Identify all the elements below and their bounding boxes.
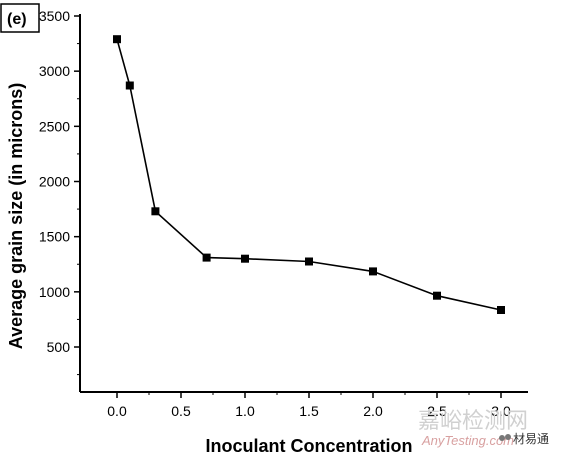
data-point xyxy=(113,35,121,44)
x-tick-label: 2.5 xyxy=(427,403,447,419)
x-tick-label: 0.5 xyxy=(171,403,191,419)
x-tick-label: 1.0 xyxy=(235,403,255,419)
wechat-icon xyxy=(499,434,511,441)
data-line xyxy=(116,38,502,311)
data-point xyxy=(497,306,505,314)
panel-label-box xyxy=(0,3,40,33)
x-tick-label: 3.0 xyxy=(491,403,511,419)
data-point xyxy=(369,267,377,276)
y-tick-label: 500 xyxy=(47,339,71,355)
data-point xyxy=(241,254,249,263)
series-line xyxy=(116,38,502,311)
y-tick-label: 2500 xyxy=(39,118,70,134)
panel-label: (e) xyxy=(7,11,27,28)
data-point xyxy=(305,257,313,266)
data-point xyxy=(151,207,160,216)
data-point xyxy=(433,291,441,300)
y-tick-label: 3500 xyxy=(39,8,70,24)
x-tick-label: 0.0 xyxy=(107,403,127,419)
x-tick-label: 1.5 xyxy=(299,403,319,419)
watermark-en: AnyTesting.com xyxy=(421,433,514,448)
data-point xyxy=(202,253,211,262)
data-point xyxy=(125,81,134,90)
watermark-cn: 嘉峪检测网 xyxy=(418,409,528,434)
series-markers xyxy=(113,35,505,314)
y-ticks: 500 1000 1500 2000 2500 3000 3500 xyxy=(39,8,80,376)
y-tick-label: 3000 xyxy=(39,63,70,79)
y-tick-label: 1000 xyxy=(39,284,70,300)
x-ticks: 0.0 0.5 1.0 1.5 2.0 2.5 3.0 xyxy=(107,392,511,419)
x-axis-title: Inoculant Concentration xyxy=(206,436,413,456)
y-axis-title: Average grain size (in microns) xyxy=(6,83,26,349)
y-tick-label: 1500 xyxy=(39,229,70,245)
y-tick-label: 2000 xyxy=(39,174,70,190)
watermark-wechat: 材易通 xyxy=(513,432,549,446)
x-tick-label: 2.0 xyxy=(363,403,383,419)
